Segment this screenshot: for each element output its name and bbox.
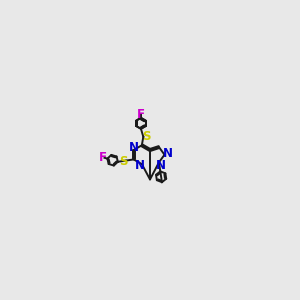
- Text: N: N: [155, 159, 165, 172]
- Text: F: F: [137, 108, 145, 121]
- Text: S: S: [119, 155, 128, 168]
- Text: F: F: [98, 151, 106, 164]
- Text: N: N: [129, 141, 139, 154]
- Text: N: N: [134, 159, 145, 172]
- Text: S: S: [142, 130, 150, 143]
- Text: N: N: [162, 147, 172, 160]
